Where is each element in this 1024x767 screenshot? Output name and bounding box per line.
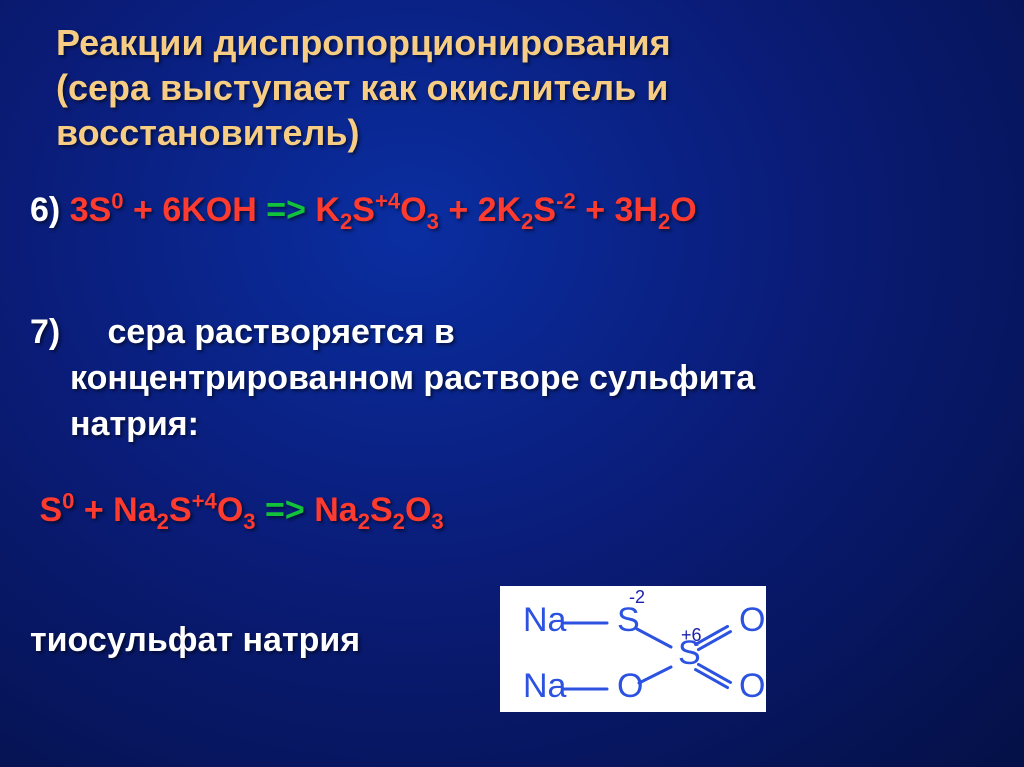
eq7-s2-sup: +4 (192, 489, 217, 514)
thiosulfate-caption: тиосульфат натрия (30, 618, 360, 664)
eq6-rhs-s: S (352, 191, 375, 229)
eq6-number: 6) (30, 191, 70, 229)
eq7-rhs-o-sub3: 3 (431, 509, 443, 534)
eq7-o: O (217, 491, 243, 529)
svg-text:O: O (739, 601, 765, 639)
eq6-rhs-s-sup: +4 (375, 189, 400, 214)
eq6-lhs-sup0: 0 (111, 189, 123, 214)
equation-6: 6) 3S0 + 6KOH => K2S+4O3 + 2K2S-2 + 3H2O (30, 188, 1010, 234)
slide-root: Реакции диспропорционирования (сера выст… (0, 0, 1024, 767)
eq6-rhs-k2s-sub2: 2 (340, 209, 352, 234)
eq7-rhs: Na (305, 491, 358, 529)
eq6-rhs2-s: S (533, 191, 556, 229)
eq7-rhs-o: O (405, 491, 431, 529)
eq7-sp (256, 491, 265, 529)
eq6-rhs2-sup: -2 (556, 189, 576, 214)
svg-text:+6: +6 (681, 625, 702, 645)
eq7-rhs-sub2: 2 (358, 509, 370, 534)
eq6-rhs-o-sub3: 3 (427, 209, 439, 234)
thiosulfate-svg: NaSNaOSOO-2+6 (503, 589, 769, 715)
eq6-rhs3-o: O (670, 191, 696, 229)
eq6-plus3: + 3H (576, 191, 658, 229)
item7-line3: натрия: (30, 402, 1000, 448)
eq7-s2: S (169, 491, 192, 529)
svg-text:O: O (739, 667, 765, 705)
eq6-rhs-o: O (400, 191, 426, 229)
eq6-rhs-k2s: K (306, 191, 340, 229)
eq6-plus2: + 2K (439, 191, 521, 229)
eq7-s: S (39, 491, 62, 529)
item7-line2: концентрированном растворе сульфита (30, 356, 1000, 402)
eq7-rhs-s-sub2: 2 (393, 509, 405, 534)
item7-line1-rest: сера растворяется в (107, 313, 454, 351)
svg-text:O: O (617, 667, 643, 705)
eq6-rhs3-sub2: 2 (658, 209, 670, 234)
title-line-2: (сера выступает как окислитель и (56, 65, 976, 110)
item7-number: 7) (30, 313, 60, 351)
svg-text:-2: -2 (629, 589, 645, 607)
eq7-rhs-s: S (370, 491, 393, 529)
title-line-1: Реакции диспропорционирования (56, 20, 976, 65)
thiosulfate-structure: NaSNaOSOO-2+6 (500, 586, 766, 712)
eq6-rhs2-sub2: 2 (521, 209, 533, 234)
eq6-lhs-s: 3S (70, 191, 112, 229)
eq7-sub2a: 2 (157, 509, 169, 534)
eq7-arrow: => (265, 491, 305, 529)
slide-title: Реакции диспропорционирования (сера выст… (56, 20, 976, 155)
item7-spacer (60, 313, 107, 351)
item-7: 7) сера растворяется в концентрированном… (30, 310, 1000, 448)
eq7-o-sub3: 3 (243, 509, 255, 534)
equation-7: S0 + Na2S+4O3 => Na2S2O3 (30, 488, 1010, 534)
eq7-s-sup0: 0 (62, 489, 74, 514)
item7-line1: 7) сера растворяется в (30, 310, 1000, 356)
eq6-plus1: + 6KOH (124, 191, 267, 229)
svg-text:Na: Na (523, 667, 567, 705)
eq6-arrow: => (266, 191, 306, 229)
eq7-plus: + Na (74, 491, 156, 529)
title-line-3: восстановитель) (56, 110, 976, 155)
svg-text:Na: Na (523, 601, 567, 639)
